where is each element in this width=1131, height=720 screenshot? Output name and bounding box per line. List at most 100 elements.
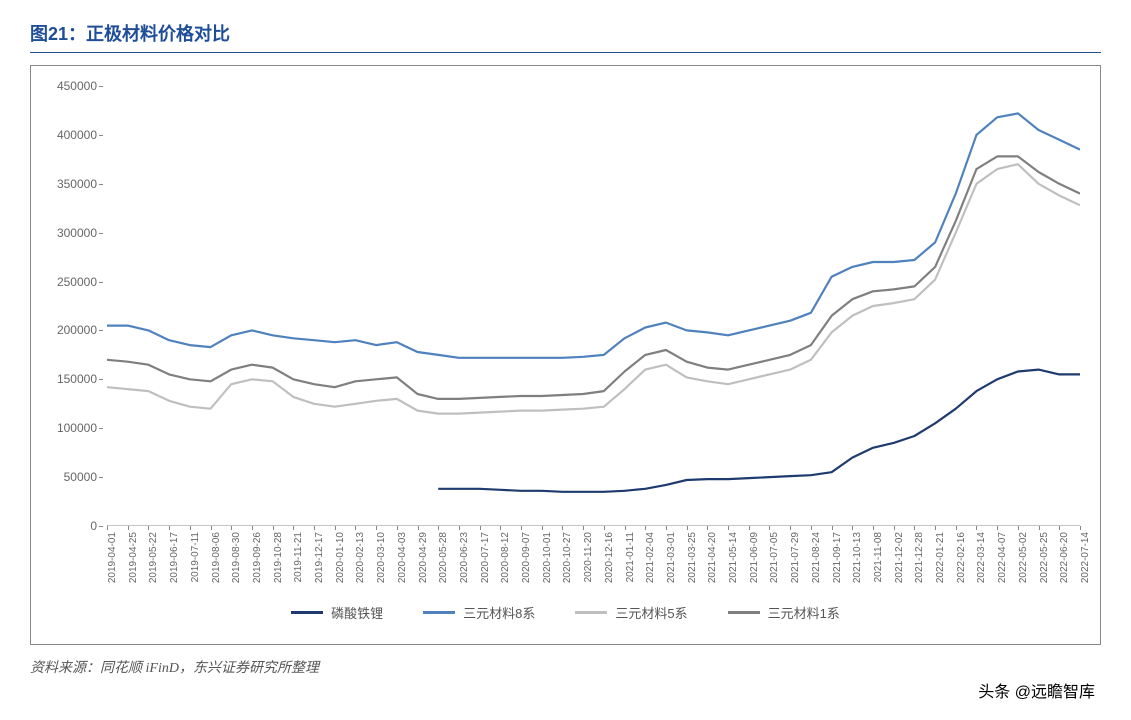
legend-label: 三元材料8系 [463, 603, 535, 622]
x-tick-label: 2021-07-05 [769, 532, 780, 583]
legend-swatch [728, 611, 760, 614]
y-tick [99, 477, 103, 478]
x-tick [335, 526, 336, 530]
x-tick-label: 2020-03-10 [376, 532, 387, 583]
legend: 磷酸铁锂 三元材料8系 三元材料5系 三元材料1系 [43, 602, 1088, 622]
x-tick [355, 526, 356, 530]
x-tick [231, 526, 232, 530]
x-tick-label: 2022-05-02 [1018, 532, 1029, 583]
x-tick [935, 526, 936, 530]
y-tick-label: 100000 [57, 421, 97, 435]
y-tick [99, 379, 103, 380]
legend-label: 三元材料1系 [768, 603, 840, 622]
x-tick-label: 2019-08-30 [231, 532, 242, 583]
x-tick [1018, 526, 1019, 530]
x-tick-label: 2021-08-24 [811, 532, 822, 583]
x-tick-label: 2021-06-09 [749, 532, 760, 583]
x-axis: 2019-04-012019-04-252019-05-222019-06-17… [107, 526, 1080, 596]
x-tick-label: 2019-05-22 [148, 532, 159, 583]
series-line [107, 156, 1080, 399]
x-tick [666, 526, 667, 530]
x-tick-label: 2020-11-20 [583, 532, 594, 582]
line-chart-svg [107, 86, 1080, 526]
y-tick-label: 150000 [57, 372, 97, 386]
x-tick [252, 526, 253, 530]
x-tick [1039, 526, 1040, 530]
x-tick-label: 2020-02-13 [355, 532, 366, 583]
x-tick [190, 526, 191, 530]
legend-item: 三元材料5系 [575, 603, 687, 622]
x-tick-label: 2020-08-12 [500, 532, 511, 583]
y-tick [99, 330, 103, 331]
legend-swatch [291, 611, 323, 614]
x-tick-label: 2020-07-17 [480, 532, 491, 583]
x-tick [976, 526, 977, 530]
x-tick-label: 2020-05-28 [438, 532, 449, 583]
x-tick [790, 526, 791, 530]
y-axis: 0500001000001500002000002500003000003500… [43, 86, 103, 526]
x-tick [500, 526, 501, 530]
x-tick-label: 2021-03-01 [666, 532, 677, 583]
x-tick-label: 2019-04-01 [107, 532, 118, 583]
x-tick-label: 2019-09-26 [252, 532, 263, 583]
x-tick [728, 526, 729, 530]
x-tick [376, 526, 377, 530]
x-tick-label: 2022-07-14 [1080, 532, 1091, 583]
watermark: 头条 @远瞻智库 [978, 678, 1095, 702]
figure-title: 图21：正极材料价格对比 [30, 20, 1101, 46]
x-tick [397, 526, 398, 530]
x-tick-label: 2019-07-11 [190, 532, 201, 582]
x-tick-label: 2020-06-23 [459, 532, 470, 583]
x-tick [211, 526, 212, 530]
x-tick-label: 2020-09-07 [521, 532, 532, 583]
plot-area: 0500001000001500002000002500003000003500… [43, 86, 1088, 526]
y-tick [99, 526, 103, 527]
x-tick-label: 2021-03-25 [687, 532, 698, 583]
x-tick-label: 2021-02-04 [645, 532, 656, 583]
x-tick [521, 526, 522, 530]
figure-container: 图21：正极材料价格对比 050000100000150000200000250… [0, 0, 1131, 720]
x-tick [314, 526, 315, 530]
x-tick-label: 2021-12-28 [914, 532, 925, 583]
y-tick-label: 400000 [57, 128, 97, 142]
y-tick [99, 428, 103, 429]
y-tick-label: 0 [90, 519, 97, 533]
x-tick [1080, 526, 1081, 530]
x-tick-label: 2020-04-03 [397, 532, 408, 583]
x-tick [459, 526, 460, 530]
x-tick [687, 526, 688, 530]
x-tick-label: 2020-01-10 [335, 532, 346, 583]
series-line [107, 164, 1080, 413]
x-tick [438, 526, 439, 530]
legend-swatch [423, 611, 455, 614]
x-tick [914, 526, 915, 530]
legend-label: 磷酸铁锂 [331, 603, 383, 622]
x-tick [542, 526, 543, 530]
title-rule [30, 52, 1101, 53]
x-tick-label: 2019-06-17 [169, 532, 180, 583]
x-tick-label: 2021-04-20 [707, 532, 718, 583]
x-tick-label: 2022-03-14 [976, 532, 987, 583]
x-tick [148, 526, 149, 530]
x-tick [562, 526, 563, 530]
y-tick-label: 300000 [57, 226, 97, 240]
x-tick [873, 526, 874, 530]
x-tick [832, 526, 833, 530]
x-tick-label: 2022-02-16 [956, 532, 967, 583]
x-tick-label: 2021-12-02 [894, 532, 905, 583]
legend-label: 三元材料5系 [615, 603, 687, 622]
y-tick-label: 250000 [57, 275, 97, 289]
x-tick-label: 2019-08-06 [211, 532, 222, 583]
series-line [107, 113, 1080, 357]
x-tick [604, 526, 605, 530]
series-line [438, 370, 1080, 492]
x-tick-label: 2021-05-14 [728, 532, 739, 583]
x-tick-label: 2020-10-27 [562, 532, 573, 583]
x-tick-label: 2021-07-29 [790, 532, 801, 583]
x-tick [107, 526, 108, 530]
x-tick [769, 526, 770, 530]
x-tick [418, 526, 419, 530]
x-tick [128, 526, 129, 530]
x-tick [894, 526, 895, 530]
x-tick [1059, 526, 1060, 530]
